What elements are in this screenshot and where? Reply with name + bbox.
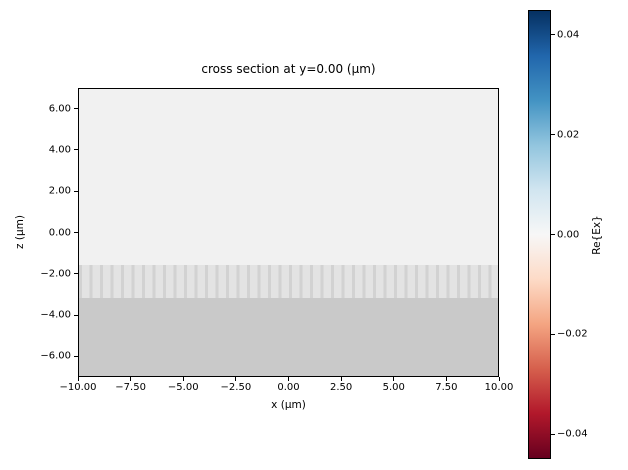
x-tick-label: −2.50 bbox=[220, 382, 252, 393]
colorbar-tick-label: −0.02 bbox=[557, 328, 588, 340]
x-tick-mark bbox=[130, 377, 132, 381]
z-tick-label: 6.00 bbox=[48, 103, 71, 115]
plot-area bbox=[78, 88, 499, 377]
z-tick-mark bbox=[74, 190, 78, 192]
z-tick-label: −4.00 bbox=[40, 309, 71, 321]
x-tick-label: −5.00 bbox=[167, 382, 199, 393]
x-tick-mark bbox=[393, 377, 395, 381]
z-tick-mark bbox=[74, 273, 78, 275]
colorbar-tick-label: 0.02 bbox=[557, 129, 580, 141]
z-tick-label: −2.00 bbox=[40, 268, 71, 280]
x-tick-mark bbox=[182, 377, 184, 381]
z-tick-label: 0.00 bbox=[48, 227, 71, 238]
colorbar-tick-mark bbox=[551, 333, 555, 335]
z-tick-mark bbox=[74, 149, 78, 151]
x-tick-label: 5.00 bbox=[382, 382, 405, 393]
z-tick-label: 4.00 bbox=[48, 144, 71, 156]
z-tick-mark bbox=[74, 232, 78, 233]
colorbar-label: Re{Ex} bbox=[591, 215, 603, 255]
colorbar-tick-mark bbox=[551, 134, 555, 136]
z-tick-label: −6.00 bbox=[40, 350, 71, 362]
colorbar-tick-mark bbox=[551, 34, 555, 36]
x-tick-label: 0.00 bbox=[277, 382, 300, 393]
chart-title: cross section at y=0.00 (μm) bbox=[201, 62, 376, 76]
x-tick-mark bbox=[498, 377, 500, 381]
x-tick-mark bbox=[445, 377, 447, 381]
z-tick-label: 2.00 bbox=[48, 185, 71, 197]
x-tick-mark bbox=[340, 377, 342, 381]
colorbar-tick-label: −0.04 bbox=[557, 428, 588, 440]
z-tick-mark bbox=[74, 314, 78, 316]
x-tick-mark bbox=[288, 377, 289, 381]
x-tick-label: 7.50 bbox=[435, 382, 458, 393]
colorbar bbox=[528, 10, 551, 459]
colorbar-tick-label: 0.00 bbox=[557, 229, 580, 240]
x-tick-label: −10.00 bbox=[59, 382, 97, 393]
substrate-region bbox=[79, 298, 498, 376]
z-tick-mark bbox=[74, 108, 78, 110]
x-tick-label: −7.50 bbox=[115, 382, 146, 393]
grating-region bbox=[79, 265, 498, 299]
colorbar-tick-mark bbox=[551, 433, 555, 435]
colorbar-tick-mark bbox=[551, 234, 555, 235]
x-tick-mark bbox=[235, 377, 237, 381]
z-tick-mark bbox=[74, 355, 78, 357]
x-tick-mark bbox=[77, 377, 79, 381]
x-tick-label: 10.00 bbox=[484, 382, 514, 393]
x-axis-label: x (μm) bbox=[271, 399, 306, 411]
x-tick-label: 2.50 bbox=[329, 382, 353, 393]
colorbar-tick-label: 0.04 bbox=[557, 29, 580, 41]
